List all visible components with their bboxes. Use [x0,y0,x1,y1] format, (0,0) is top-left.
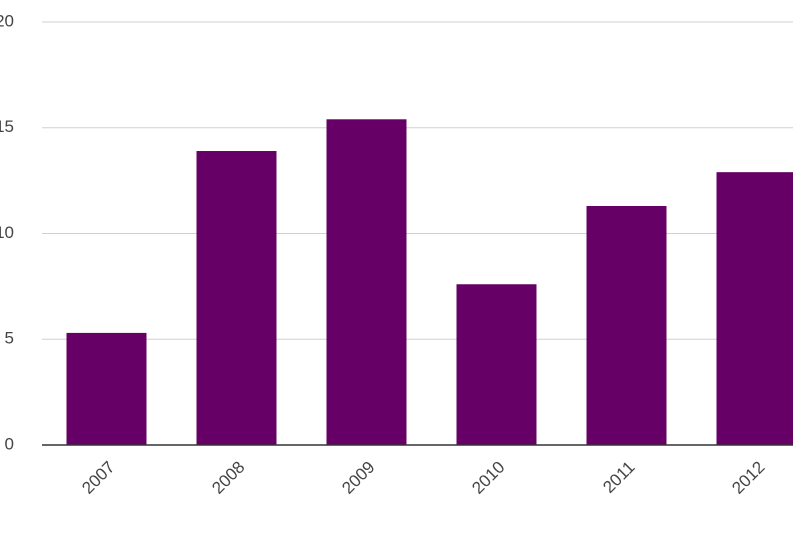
x-tick-label: 2010 [468,458,508,498]
x-tick-label: 2008 [208,458,248,498]
x-tick-label: 2009 [338,458,378,498]
y-tick-label: 0 [5,434,14,453]
bar [586,206,667,445]
bar [716,172,793,446]
x-tick-label: 2012 [728,458,768,498]
y-tick-label: 10 [0,223,14,242]
bar [456,284,537,445]
bar [196,151,277,445]
bar [66,332,147,445]
x-tick-label: 2007 [78,458,118,498]
y-tick-label: 5 [5,329,14,348]
bar [326,119,407,445]
x-tick-label: 2011 [599,458,638,497]
y-tick-label: 20 [0,11,14,30]
y-tick-label: 15 [0,117,14,136]
